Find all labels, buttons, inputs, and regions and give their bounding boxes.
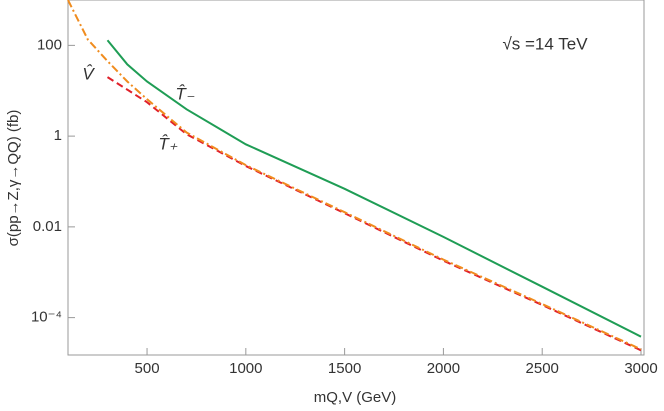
y-axis-label: σ(pp→Z,γ→QQ) (fb) xyxy=(5,110,22,247)
x-tick-label: 500 xyxy=(135,360,160,377)
y-tick-label: 10⁻⁴ xyxy=(31,309,62,326)
x-tick-label: 3000 xyxy=(624,360,657,377)
series-label: V̂ xyxy=(82,64,95,84)
x-tick-label: 1500 xyxy=(328,360,361,377)
y-tick-label: 0.01 xyxy=(33,218,62,235)
y-tick-label: 100 xyxy=(37,36,62,53)
x-tick-label: 2000 xyxy=(427,360,460,377)
annotation: √s =14 TeV xyxy=(502,34,588,53)
series-label: T̂₋ xyxy=(175,84,194,104)
series-line xyxy=(106,39,642,338)
y-tick-label: 1 xyxy=(54,127,62,144)
series-line xyxy=(67,0,642,351)
x-tick-label: 2500 xyxy=(526,360,559,377)
plot-frame xyxy=(67,0,645,356)
series-line xyxy=(106,76,642,352)
x-tick-label: 1000 xyxy=(229,360,262,377)
series-label: T̂₊ xyxy=(158,134,177,154)
x-axis-label: mQ,V (GeV) xyxy=(314,389,397,406)
